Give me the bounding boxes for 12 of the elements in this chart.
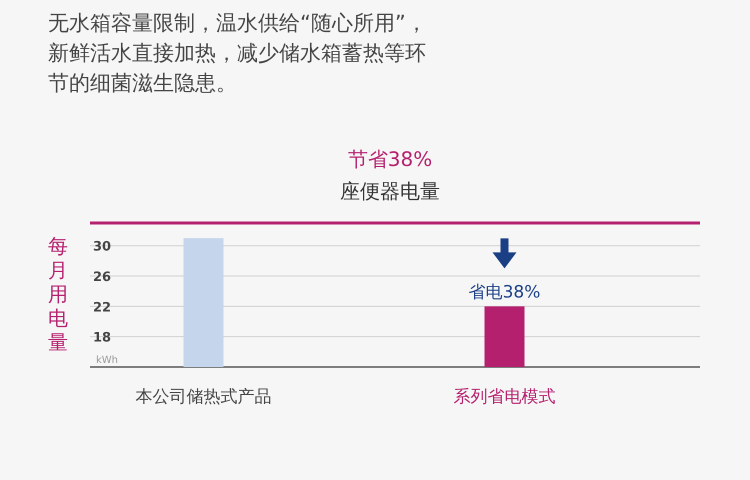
annotation: 座便器电量 (339, 178, 441, 205)
x-tick-label: 系列省电模式 (454, 387, 556, 407)
title: 无水箱容量限制，温水供给“随心所用”，新鲜活水直接加热，减少储水箱蓄热等环节的细菌滋生隐患。 (48, 10, 428, 97)
y-tick-label: 26 (92, 270, 112, 286)
y-tick-label: 22 (92, 300, 112, 316)
annotation: kWh (96, 355, 118, 366)
x-tick-label: 本公司储热式产品 (136, 387, 272, 407)
ylabel: 每月用电量 (48, 234, 69, 354)
y-tick-label: 18 (92, 330, 112, 346)
annotation: 省电38% (468, 282, 540, 302)
y-tick-label: 30 (92, 240, 112, 255)
subtitle: 节省38% (346, 146, 434, 173)
